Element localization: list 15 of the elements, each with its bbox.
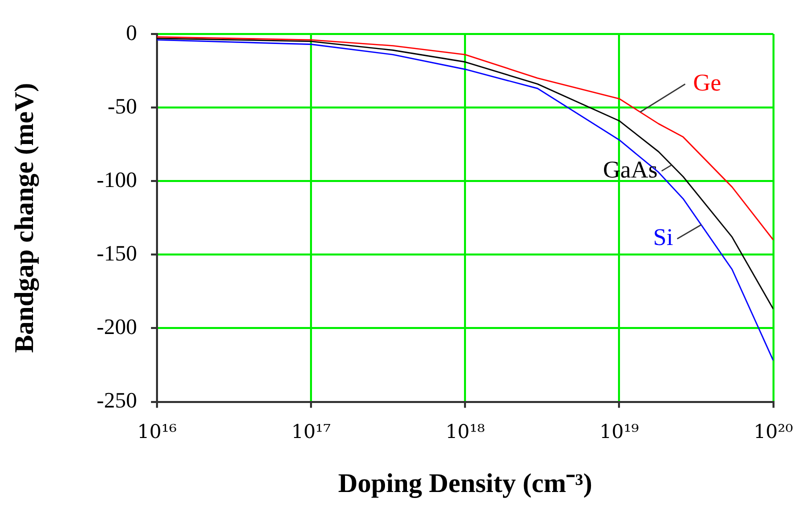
series-label: Ge — [693, 70, 722, 96]
x-tick-label: 10¹⁸ — [445, 421, 486, 444]
y-tick-label: -150 — [96, 240, 137, 266]
y-tick-label: -100 — [96, 166, 137, 192]
y-tick-label: -250 — [96, 388, 137, 413]
y-tick-label: 0 — [126, 20, 137, 45]
x-tick-label: 10²⁰ — [754, 421, 794, 444]
y-axis-title: Bandgap change (meV) — [9, 82, 40, 353]
series-label: Si — [653, 225, 674, 252]
y-tick-label: -50 — [108, 93, 137, 118]
x-tick-label: 10¹⁷ — [291, 421, 332, 444]
x-tick-label: 10¹⁶ — [137, 421, 178, 444]
x-tick-label: 10¹⁹ — [600, 421, 640, 444]
y-tick-label: -200 — [96, 314, 137, 340]
x-axis-title: Doping Density (cm⁻³) — [338, 468, 592, 498]
